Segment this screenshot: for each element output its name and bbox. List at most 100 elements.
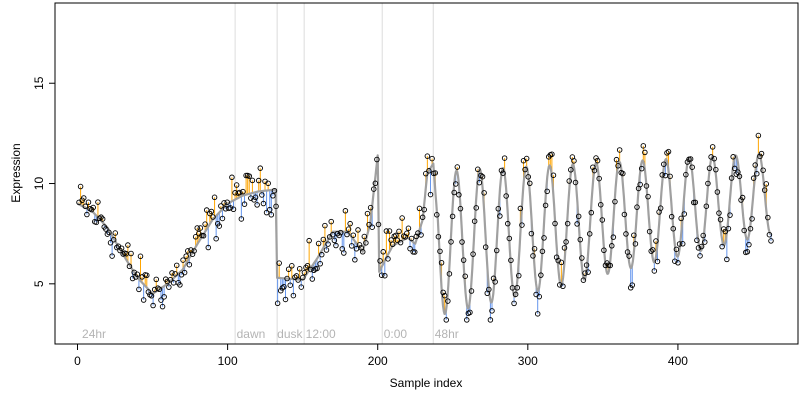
data-point [695, 245, 702, 251]
data-point [317, 261, 323, 267]
data-point [761, 187, 768, 193]
plot-frame [54, 2, 799, 345]
data-point [249, 177, 256, 184]
data-point [429, 155, 435, 162]
data-point [150, 302, 156, 309]
data-point [325, 241, 331, 247]
data-point [331, 237, 338, 244]
x-tick-label: 300 [518, 354, 538, 368]
data-point [319, 251, 325, 258]
data-point [296, 266, 303, 272]
data-point [341, 250, 347, 256]
x-tick-label: 0 [74, 354, 81, 368]
data-point [467, 309, 473, 316]
phase-labels: 24hr dawn dusk 12:00 0:00 48hr [82, 327, 459, 341]
data-point [525, 174, 531, 180]
data-point [243, 172, 249, 179]
data-point [575, 213, 582, 220]
data-point [736, 173, 743, 180]
data-point [631, 232, 637, 239]
data-point [519, 222, 525, 228]
data-point [588, 209, 595, 216]
data-point [446, 271, 453, 277]
data-point [541, 235, 547, 241]
data-point [468, 288, 475, 294]
data-point [229, 174, 235, 181]
data-point [702, 239, 708, 245]
phase-label: dusk [277, 327, 303, 341]
data-point [527, 180, 533, 187]
data-point [336, 232, 342, 239]
data-point [166, 284, 172, 290]
data-point [768, 238, 774, 244]
data-point [758, 150, 765, 157]
data-point [687, 156, 694, 162]
data-point [380, 249, 386, 255]
data-point [385, 256, 391, 262]
data-point [689, 164, 695, 170]
data-point [464, 317, 470, 323]
data-point [653, 238, 659, 244]
data-point [725, 225, 732, 232]
data-point [191, 248, 197, 254]
data-point [493, 247, 500, 254]
data-point [558, 259, 565, 266]
data-point [613, 156, 620, 163]
data-point [355, 227, 361, 233]
data-point [434, 212, 440, 218]
data-point [156, 286, 163, 292]
data-point [482, 244, 489, 250]
data-point [508, 257, 514, 264]
data-point [169, 270, 175, 276]
data-point [137, 253, 144, 260]
data-point [438, 260, 445, 266]
data-point [478, 172, 484, 179]
data-point [632, 241, 639, 247]
data-point [711, 155, 717, 162]
data-point [730, 154, 736, 160]
data-point [511, 300, 517, 307]
data-point [516, 272, 522, 279]
data-point [542, 202, 549, 209]
data-point [645, 193, 651, 200]
data-point [437, 248, 443, 255]
data-point [359, 249, 366, 255]
data-point [145, 289, 152, 295]
data-point [731, 165, 738, 172]
y-axis-title: Expression [9, 143, 23, 202]
data-point [561, 245, 568, 251]
data-point [125, 242, 131, 248]
data-point [517, 205, 524, 212]
data-point [426, 168, 432, 174]
data-point [445, 298, 451, 304]
data-point [634, 204, 640, 210]
data-point [703, 203, 710, 209]
y-tick-label: 10 [32, 177, 46, 191]
data-point [320, 236, 327, 243]
data-point [257, 165, 264, 171]
data-point [530, 253, 536, 259]
data-point [167, 276, 174, 283]
data-point [186, 261, 193, 268]
data-point [128, 250, 134, 257]
data-point [601, 247, 607, 254]
x-tick-label: 200 [368, 354, 388, 368]
data-point [219, 215, 226, 222]
data-point [270, 193, 276, 199]
fitted-curve [77, 153, 772, 315]
data-point [594, 157, 601, 164]
data-point [271, 187, 278, 194]
data-point [495, 205, 502, 212]
data-point [616, 147, 623, 153]
data-point [333, 242, 339, 249]
data-point [523, 155, 530, 162]
phase-label: 24hr [82, 327, 106, 341]
data-point [627, 285, 634, 291]
data-point [563, 239, 569, 245]
data-point [183, 253, 189, 259]
data-point [278, 287, 284, 294]
data-point [441, 292, 448, 299]
data-point [389, 241, 396, 248]
data-point [451, 189, 457, 196]
data-point [292, 274, 298, 280]
